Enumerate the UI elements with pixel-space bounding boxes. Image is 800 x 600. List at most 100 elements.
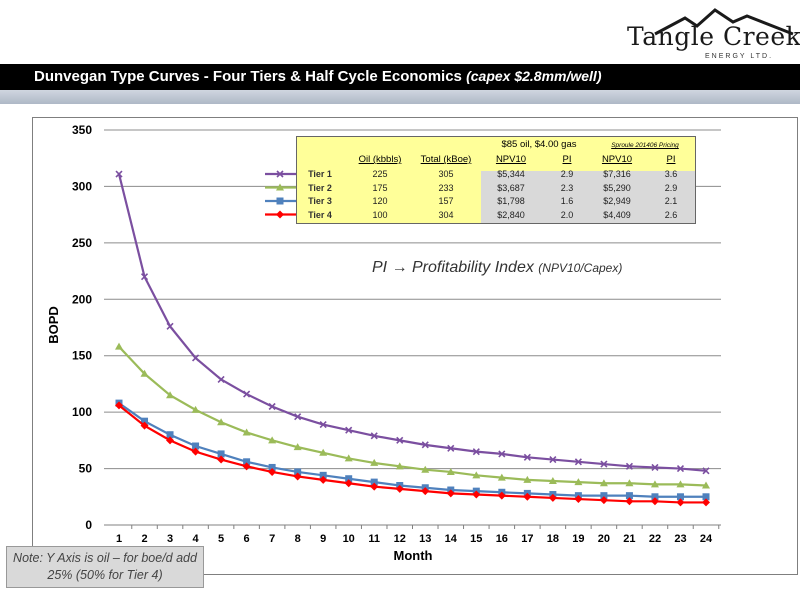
data-point [472,490,481,499]
series-tier-2 [115,342,710,489]
x-tick-label: 8 [295,533,301,545]
data-point [651,493,659,501]
data-point [370,432,378,440]
data-point [140,273,149,281]
table-cell-oil: 100 [372,209,388,220]
data-point [268,402,276,411]
data-point [319,471,327,479]
series-line [118,402,706,498]
col-pi-a: PI [562,154,572,165]
data-point [192,442,200,450]
data-point [395,484,404,493]
data-point [191,354,200,362]
data-point [268,467,277,476]
data-point [217,375,225,383]
table-cell-pi2: 2.6 [664,209,678,220]
x-tick-label: 17 [521,533,533,545]
data-point [472,471,481,479]
data-point [293,472,302,481]
data-point [421,487,430,496]
data-point [548,493,557,502]
data-point [702,481,710,489]
x-tick-label: 3 [167,533,173,545]
data-point [421,441,429,449]
chart-grid [104,129,721,470]
table-cell-pi2: 2.1 [664,196,678,206]
data-point [268,436,277,444]
legend-marker [276,197,284,205]
data-point [599,479,608,487]
legend-marker [276,210,284,219]
table-cell-pi2: 3.6 [664,169,678,179]
x-tick-label: 18 [547,533,559,545]
pi-annotation-main: PI → Profitability Index [372,259,539,276]
data-point [447,444,455,452]
data-point [370,478,378,486]
pi-annotation: PI → Profitability Index (NPV10/Capex) [372,259,622,277]
data-point [676,493,684,501]
slide-title: Dunvegan Type Curves - Four Tiers & Half… [34,68,601,85]
legend-marker [276,170,284,178]
table-cell-npv1: $2,840 [497,209,525,220]
data-point [115,401,123,410]
table-cell-pi1: 1.6 [560,196,574,206]
data-point [625,479,634,487]
table-cell-pi1: 2.9 [560,169,574,179]
data-point [268,463,276,471]
table-cell-oil: 120 [372,196,388,206]
x-tick-label: 21 [623,533,635,545]
data-point [166,431,174,439]
data-point [243,458,251,466]
data-point [600,460,608,468]
data-point [115,342,123,350]
data-point [625,492,633,500]
y-axis-label: BOPD [46,306,61,344]
title-main: Dunvegan Type Curves - Four Tiers & Half… [34,68,467,85]
x-tick-label: 10 [343,533,355,545]
table-cell-tier: Tier 4 [308,209,332,220]
title-band [0,90,800,104]
table-cell-pi2: 2.9 [664,182,678,193]
x-tick-label: 22 [649,533,661,545]
series-tier-1 [115,170,710,475]
data-point [191,405,200,413]
data-point [574,495,583,504]
x-tick-label: 14 [445,533,458,545]
table-cell-npv2: $2,949 [603,196,631,206]
table-cell-npv1: $1,798 [497,196,525,206]
data-point [625,462,634,470]
title-sub: (capex $2.8mm/well) [466,68,602,84]
economics-table: $85 oil, $4.00 gas Sproule 201406 Pricin… [296,136,696,224]
logo-wordmark: Tangle Creek [627,22,800,51]
data-point [396,436,404,444]
x-tick-label: 2 [141,533,147,545]
data-point [217,450,225,458]
table-cell-total: 233 [438,182,454,193]
data-point [140,369,149,377]
table-cell-npv1: $3,687 [497,182,525,193]
data-point [702,467,710,475]
data-point [421,465,430,473]
data-point [345,426,353,434]
data-point [243,390,251,398]
data-point [217,418,226,426]
y-tick-label: 150 [72,349,92,363]
group-header-sproule: Sproule 201406 Pricing [611,142,679,149]
x-tick-label: 23 [674,533,686,545]
table-cell-tier: Tier 3 [308,196,332,206]
series-line [118,345,707,487]
table-cell-total: 305 [438,169,454,179]
series-tier-4 [115,401,710,507]
data-point [294,413,302,421]
data-point [702,498,710,507]
group-header-85oil: $85 oil, $4.00 gas [501,139,577,150]
data-point [497,491,506,500]
data-point [166,391,175,399]
data-point [166,436,175,445]
data-point [549,455,557,464]
data-point [676,480,685,488]
col-pi-b: PI [666,154,676,165]
col-npv10-b: NPV10 [601,154,633,165]
